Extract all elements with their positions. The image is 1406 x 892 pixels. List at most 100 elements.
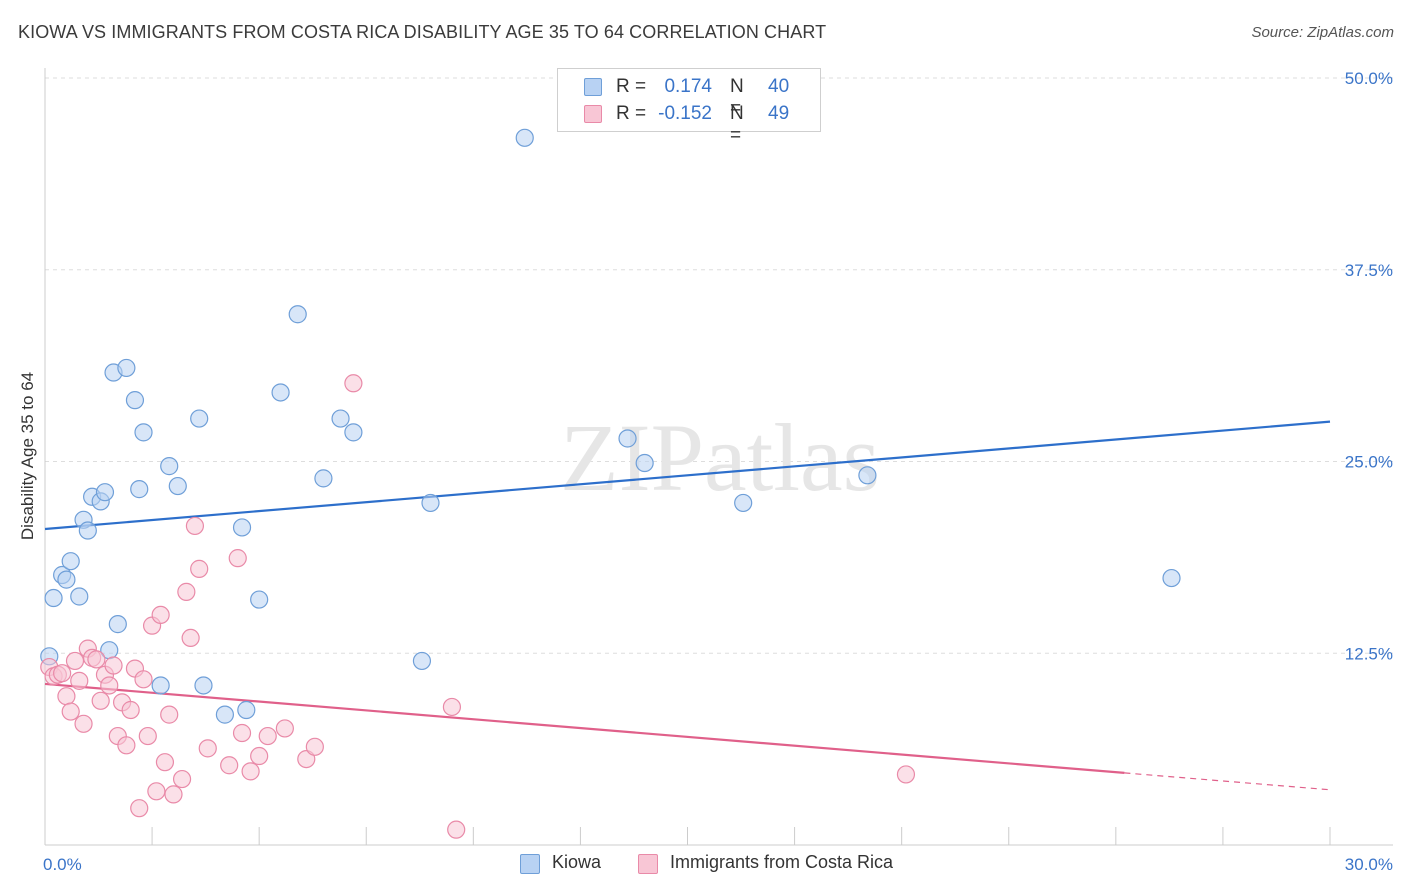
costa-rica-point — [121, 700, 140, 720]
kiowa-point — [125, 391, 145, 410]
bottom-legend-label: Kiowa — [552, 852, 602, 872]
costa-rica-point — [190, 559, 209, 578]
y-tick-label: 37.5% — [1345, 261, 1393, 280]
kiowa-point — [421, 493, 440, 513]
x-tick-label-min: 0.0% — [43, 855, 82, 874]
kiowa-point — [331, 409, 350, 428]
costa-rica-point — [74, 714, 93, 733]
kiowa-point — [515, 128, 534, 147]
y-axis-label: Disability Age 35 to 64 — [18, 372, 37, 540]
costa-rica-point — [70, 671, 89, 690]
legend-r-value: -0.152 — [658, 103, 712, 124]
watermark: ZIPatlas — [560, 404, 880, 511]
trend-line-costa-rica — [1124, 772, 1331, 791]
kiowa-point — [57, 570, 76, 589]
costa-rica-point — [87, 650, 106, 669]
kiowa-point — [215, 705, 234, 724]
kiowa-point — [1162, 568, 1181, 588]
kiowa-point — [117, 358, 136, 378]
costa-rica-point — [91, 691, 110, 710]
bottom-legend-label: Immigrants from Costa Rica — [670, 852, 894, 872]
costa-rica-point — [297, 749, 316, 769]
kiowa-point — [412, 651, 432, 671]
costa-rica-point — [185, 516, 205, 536]
kiowa-point — [635, 453, 654, 473]
y-tick-label: 50.0% — [1345, 69, 1393, 88]
legend-n-label: N = — [730, 103, 744, 146]
kiowa-point — [232, 518, 252, 537]
costa-rica-point — [130, 799, 149, 818]
y-tick-label: 25.0% — [1345, 453, 1393, 472]
kiowa-point — [314, 469, 333, 488]
trend-line-costa-rica — [44, 682, 1125, 774]
costa-rica-point — [100, 676, 119, 695]
costa-rica-point — [442, 697, 462, 717]
kiowa-point — [237, 700, 256, 720]
kiowa-point — [194, 676, 213, 695]
costa-rica-point — [220, 756, 239, 775]
costa-rica-point — [241, 762, 260, 781]
costa-rica-point — [258, 726, 277, 746]
correlation-legend: R = 0.174 N = 40 R = -0.152 N = 49 — [557, 68, 821, 146]
trend-line-kiowa — [44, 420, 1331, 531]
y-tick-label: 12.5% — [1345, 644, 1393, 663]
kiowa-point — [190, 409, 209, 428]
costa-rica-point — [164, 785, 183, 804]
kiowa-point — [344, 423, 363, 442]
legend-n-value: 40 — [768, 76, 790, 97]
legend-swatch-costa-rica — [584, 105, 602, 123]
kiowa-point — [858, 466, 877, 485]
costa-rica-point — [447, 820, 466, 839]
costa-rica-point — [147, 782, 166, 801]
kiowa-point — [734, 493, 753, 513]
bottom-legend-swatch-costa-rica — [638, 854, 658, 874]
kiowa-point — [78, 521, 97, 540]
kiowa-point — [288, 305, 307, 324]
costa-rica-point — [177, 582, 196, 601]
costa-rica-point — [228, 549, 247, 568]
kiowa-point — [108, 615, 127, 634]
kiowa-point — [95, 483, 115, 502]
kiowa-point — [168, 476, 187, 496]
costa-rica-point — [104, 656, 123, 675]
costa-rica-point — [117, 736, 136, 755]
costa-rica-point — [896, 765, 916, 784]
legend-n-label: N = — [730, 76, 744, 119]
costa-rica-point — [232, 723, 252, 743]
kiowa-point — [61, 552, 80, 571]
kiowa-point — [44, 588, 63, 608]
costa-rica-point — [134, 670, 153, 689]
costa-rica-point — [57, 687, 76, 706]
kiowa-point — [618, 429, 637, 448]
kiowa-point — [70, 587, 89, 606]
costa-rica-point — [155, 753, 175, 772]
x-tick-label-max: 30.0% — [1345, 855, 1393, 874]
bottom-legend-swatch-kiowa — [520, 854, 540, 874]
kiowa-point — [130, 480, 149, 499]
costa-rica-point — [344, 374, 363, 393]
costa-rica-point — [61, 702, 80, 721]
costa-rica-point — [138, 726, 157, 746]
kiowa-point — [160, 457, 179, 476]
costa-rica-point — [65, 651, 85, 671]
costa-rica-point — [305, 737, 324, 756]
costa-rica-point — [275, 719, 294, 738]
kiowa-point — [271, 383, 290, 402]
costa-rica-point — [160, 705, 179, 724]
kiowa-point — [151, 676, 170, 695]
costa-rica-point — [151, 605, 170, 625]
costa-rica-point — [198, 739, 217, 758]
costa-rica-point — [250, 746, 269, 766]
costa-rica-point — [172, 769, 192, 789]
legend-r-label: R = — [616, 76, 647, 97]
legend-r-value: 0.174 — [664, 76, 712, 97]
legend-n-value: 49 — [768, 103, 790, 124]
legend-r-label: R = — [616, 103, 647, 124]
costa-rica-point — [53, 664, 72, 683]
kiowa-point — [134, 423, 153, 442]
source-credit: Source: ZipAtlas.com — [1251, 24, 1394, 41]
chart-title: KIOWA VS IMMIGRANTS FROM COSTA RICA DISA… — [18, 22, 827, 42]
kiowa-point — [250, 590, 269, 609]
legend-swatch-kiowa — [584, 78, 602, 96]
